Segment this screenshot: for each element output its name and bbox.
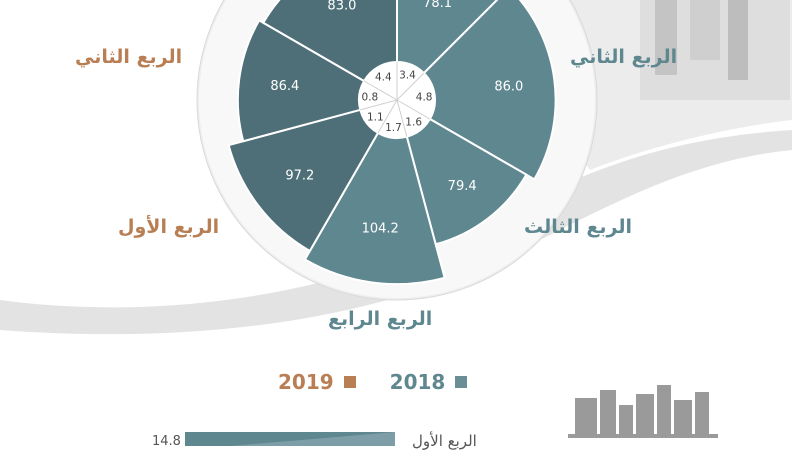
inner-divider [396, 99, 408, 137]
outer-value-label: 79.4 [448, 179, 477, 194]
legend: 2019 2018 [278, 370, 468, 394]
inner-value-label: 4.4 [375, 71, 392, 83]
inner-divider [363, 80, 398, 101]
legend-label-2019: 2019 [278, 370, 334, 394]
inner-divider [396, 99, 431, 120]
outer-value-label: 78.1 [423, 0, 452, 11]
legend-swatch-2019 [343, 376, 356, 388]
legend-label-2018: 2018 [389, 370, 446, 394]
outer-value-label: 83.0 [327, 0, 356, 14]
inner-divider [377, 99, 398, 134]
bottom-bar-label: الربع الأول [412, 432, 477, 450]
inner-divider [396, 72, 425, 101]
inner-value-label: 4.8 [416, 91, 433, 103]
inner-value-label: 3.4 [399, 70, 416, 82]
city-photo-building [690, 0, 720, 60]
quarter-label-left: الربع الأول [118, 216, 220, 238]
bottom-bar-gradient [230, 432, 395, 446]
quarter-label-top-left: الربع الثاني [75, 46, 183, 68]
outer-value-label: 86.0 [494, 79, 523, 94]
quarter-label-top-right: الربع الثاني [570, 46, 678, 68]
quarter-label-bottom: الربع الرابع [328, 308, 433, 330]
city-photo-building [655, 0, 677, 75]
legend-item-2019: 2019 [278, 370, 356, 394]
inner-value-label: 0.8 [362, 91, 379, 103]
polar-bar-segment [261, 0, 398, 83]
inner-value-label: 1.7 [385, 122, 402, 134]
outer-value-label: 97.2 [285, 169, 314, 184]
outer-value-label: 104.2 [362, 222, 399, 237]
city-photo-building [728, 0, 748, 80]
city-skyline-icon [568, 385, 718, 438]
bottom-bar-value: 14.8 [152, 434, 181, 449]
quarter-label-right: الربع الثالث [524, 216, 632, 238]
inner-value-label: 1.6 [405, 117, 422, 129]
legend-item-2018: 2018 [390, 370, 468, 394]
inner-value-label: 1.1 [367, 112, 384, 124]
inner-divider [360, 99, 398, 111]
legend-swatch-2018 [455, 376, 468, 388]
outer-value-label: 86.4 [270, 79, 299, 94]
